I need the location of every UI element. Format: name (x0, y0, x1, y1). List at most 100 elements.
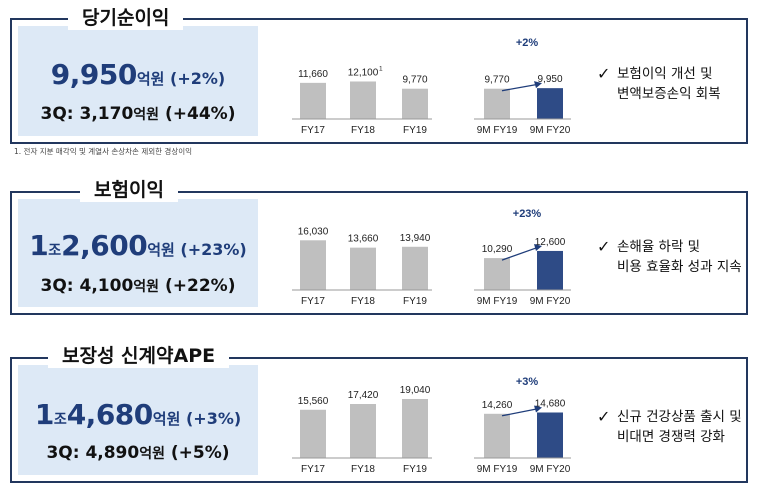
bullet-line: 비대면 경쟁력 강화 (617, 429, 725, 445)
section-title: 당기순이익 (68, 6, 184, 30)
kpi-main-jo: 조 (53, 412, 67, 428)
kpi-main-percent: (+2%) (170, 69, 226, 88)
kpi-quarter-number: 3,170 (79, 104, 134, 124)
tick-label: 9M FY19 (477, 296, 518, 307)
kpi-box: 1조4,680억원 (+3%) 3Q: 4,890억원 (+5%) (18, 365, 258, 475)
bar-9m-fy19 (484, 258, 510, 290)
bar-fy18 (350, 81, 376, 119)
bullet-line: 신규 건강상품 출시 및 (617, 409, 742, 425)
growth-arrow-head (534, 81, 542, 89)
kpi-quarter-value: 3Q: 3,170억원 (+44%) (18, 104, 258, 124)
data-label: 12,100 (348, 67, 379, 78)
kpi-main-number: 4,680 (66, 398, 154, 431)
data-label: 9,770 (402, 75, 427, 86)
data-label: 11,660 (298, 69, 328, 80)
kpi-quarter-label: 3Q: (40, 276, 80, 296)
bullet-line: 손해율 하락 및 (617, 239, 701, 255)
tick-label: 9M FY20 (530, 464, 571, 475)
kpi-quarter-label: 3Q: (40, 104, 80, 124)
tick-label: FY18 (351, 464, 375, 475)
bar-fy18 (350, 403, 376, 458)
data-label: 15,560 (298, 396, 329, 407)
growth-label: +23% (513, 208, 542, 220)
bullet-line: 변액보증손익 회복 (617, 86, 721, 102)
data-label: 16,030 (298, 226, 329, 237)
kpi-main-percent: (+23%) (180, 240, 247, 259)
growth-arrow-line (501, 83, 540, 92)
tick-label: FY18 (351, 125, 375, 136)
section-title: 보장성 신계약APE (48, 344, 230, 368)
kpi-quarter-percent: (+22%) (164, 276, 236, 296)
check-icon: ✓ (597, 64, 611, 83)
kpi-quarter-percent: (+5%) (170, 443, 230, 463)
check-icon: ✓ (597, 237, 611, 256)
growth-arrow-head (534, 405, 542, 413)
tick-label: FY17 (301, 296, 325, 307)
growth-label: +3% (516, 376, 539, 388)
data-label: 14,680 (535, 398, 566, 409)
tick-label: 9M FY19 (477, 464, 518, 475)
bullet-line: 비용 효율화 성과 지속 (617, 259, 742, 275)
section-insurance-profit: 보험이익 1조2,600억원 (+23%) 3Q: 4,100억원 (+22%)… (10, 178, 748, 315)
kpi-main-value: 1조2,600억원 (+23%) (18, 229, 258, 262)
bar-fy19 (402, 246, 428, 290)
tick-label: FY17 (301, 125, 325, 136)
kpi-quarter-label: 3Q: (46, 443, 86, 463)
bullet-line: 보험이익 개선 및 (617, 66, 713, 82)
growth-label: +2% (516, 37, 539, 49)
tick-label: FY18 (351, 296, 375, 307)
kpi-quarter-value: 3Q: 4,100억원 (+22%) (18, 276, 258, 296)
bar-9m-fy20 (537, 88, 563, 119)
data-label: 12,600 (535, 237, 566, 248)
kpi-main-prefix: 1 (34, 398, 54, 431)
bar-9m-fy19 (484, 88, 510, 119)
kpi-quarter-number: 4,100 (79, 276, 134, 296)
tick-label: FY17 (301, 464, 325, 475)
kpi-main-number: 9,950 (50, 58, 138, 91)
bullet-note: ✓ 손해율 하락 및 비용 효율화 성과 지속 (597, 237, 742, 277)
section-panel: 1조2,600억원 (+23%) 3Q: 4,100억원 (+22%) ✓ 손해… (10, 191, 748, 315)
section-panel: 9,950억원 (+2%) 3Q: 3,170억원 (+44%) ✓ 보험이익 … (10, 18, 748, 144)
bar-fy17 (300, 82, 326, 119)
kpi-main-value: 9,950억원 (+2%) (18, 58, 258, 91)
kpi-main-percent: (+3%) (185, 409, 242, 428)
section-title: 보험이익 (80, 178, 178, 202)
data-label: 13,660 (348, 234, 379, 245)
check-icon: ✓ (597, 407, 611, 426)
data-label: 10,290 (482, 244, 513, 255)
bar-9m-fy20 (537, 412, 563, 458)
section-net-income: 당기순이익 9,950억원 (+2%) 3Q: 3,170억원 (+44%) ✓… (0, 0, 761, 160)
data-label-superscript: 1 (379, 65, 383, 72)
data-label: 19,040 (400, 385, 431, 396)
kpi-box: 1조2,600억원 (+23%) 3Q: 4,100억원 (+22%) (18, 199, 258, 307)
tick-label: FY19 (403, 125, 427, 136)
kpi-quarter-number: 4,890 (85, 443, 140, 463)
kpi-main-prefix: 1 (29, 229, 49, 262)
kpi-quarter-value: 3Q: 4,890억원 (+5%) (18, 443, 258, 463)
bar-9m-fy20 (537, 250, 563, 290)
kpi-main-unit: 억원 (147, 241, 175, 259)
tick-label: 9M FY20 (530, 296, 571, 307)
section-panel: 1조4,680억원 (+3%) 3Q: 4,890억원 (+5%) ✓ 신규 건… (10, 357, 748, 483)
kpi-quarter-percent: (+44%) (164, 104, 236, 124)
data-label: 13,940 (400, 233, 431, 244)
footnote: 1. 전자 지분 매각익 및 계열사 손상차손 제외한 경상이익 (14, 147, 193, 156)
growth-arrow-head (534, 243, 542, 251)
kpi-main-unit: 억원 (136, 70, 165, 88)
bullet-note: ✓ 보험이익 개선 및 변액보증손익 회복 (597, 64, 721, 104)
kpi-quarter-unit: 억원 (139, 446, 165, 462)
bar-9m-fy19 (484, 413, 510, 458)
data-label: 17,420 (348, 390, 379, 401)
kpi-main-value: 1조4,680억원 (+3%) (18, 398, 258, 431)
kpi-main-unit: 억원 (152, 410, 181, 428)
growth-arrow-line (501, 407, 540, 417)
bar-fy19 (402, 88, 428, 119)
kpi-main-jo: 조 (48, 243, 62, 259)
bullet-note: ✓ 신규 건강상품 출시 및 비대면 경쟁력 강화 (597, 407, 742, 447)
tick-label: FY19 (403, 296, 427, 307)
data-label: 9,950 (537, 74, 562, 85)
tick-label: 9M FY19 (477, 125, 518, 136)
bar-fy17 (300, 240, 326, 290)
